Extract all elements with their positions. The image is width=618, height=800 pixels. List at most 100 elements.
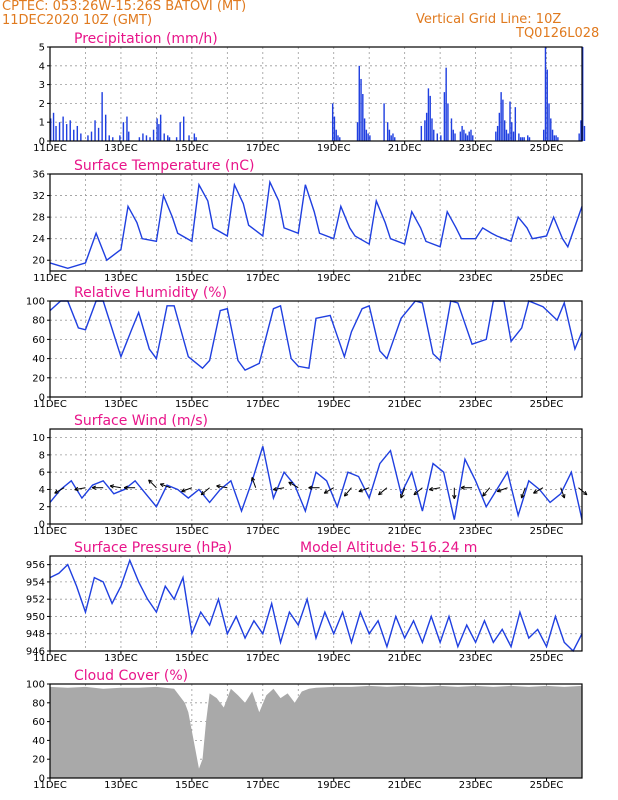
wind-arrow [429,486,441,492]
x-tick-label: 21DEC [388,653,422,664]
wind-arrow [272,486,285,492]
y-tick-label: 60 [32,717,45,728]
wind-arrow [496,487,508,493]
y-tick-label: 32 [32,191,45,202]
x-tick-label: 21DEC [388,399,422,410]
panel-3: 0 2 4 6 8 10 11DEC 13DEC 15DEC 17DEC 19DEC 21DEC 23D… [32,413,588,537]
x-tick-label: 25DEC [530,780,564,791]
precip-bar [386,122,389,141]
precip-bar [55,125,57,141]
precip-bar [193,133,196,141]
precip-bar [472,135,474,141]
precip-bar [339,137,341,141]
panel-title: Surface Pressure (hPa) [74,540,232,556]
precip-bar [128,131,130,141]
precip-bar [149,137,151,141]
precip-bar [447,103,449,141]
y-tick-label: 0 [39,774,45,785]
y-tick-label: 20 [32,373,45,384]
panel-frame [49,173,583,272]
precip-bar [512,131,515,141]
precip-bar [461,125,463,141]
x-tick-label: 21DEC [388,526,422,537]
precip-bar [142,133,144,141]
y-tick-label: 36 [32,170,45,181]
y-tick-label: 20 [32,755,45,766]
wind-arrow [123,485,136,490]
panel-0: 0 1 2 3 4 5 11DEC 13DEC 15DEC 17DEC 19DEC 21DEC 23DE… [33,31,586,154]
precip-bar [168,137,171,141]
header-vertical-grid: Vertical Grid Line: 10Z [416,12,562,27]
x-tick-label: 21DEC [388,273,422,284]
precip-bar [514,107,517,141]
x-tick-label: 15DEC [175,143,209,154]
precip-bar [333,116,336,141]
wind-arrow [520,487,526,499]
precip-bar [509,101,511,141]
precip-bar [158,124,160,141]
precip-bar [76,125,79,141]
x-tick-label: 11DEC [33,780,67,791]
precip-bar [90,131,93,141]
y-tick-label: 946 [26,647,45,658]
precip-bar [511,122,513,141]
wind-arrow [54,487,65,494]
series-line [49,179,583,270]
precip-bar [188,135,190,141]
precip-bar [450,118,453,141]
precip-bar [445,67,447,141]
precip-bar [159,114,162,141]
wind-arrow [343,487,352,497]
precip-bar [583,125,586,141]
wind-arrow [578,487,588,496]
y-tick-label: 2 [39,502,45,513]
wind-arrow [560,487,566,499]
precip-bar [369,135,371,141]
x-tick-label: 19DEC [317,780,351,791]
precip-bar [542,129,545,141]
precip-bar [101,92,103,141]
y-tick-label: 100 [26,297,45,308]
y-tick-label: 948 [26,629,45,640]
x-tick-label: 17DEC [246,780,280,791]
precip-bar [546,69,548,141]
precip-bar [578,133,580,141]
x-tick-label: 19DEC [317,526,351,537]
precip-bar [555,135,557,141]
precip-bar [454,133,456,141]
precip-bar [582,47,584,141]
y-tick-label: 5 [39,43,45,54]
y-tick-label: 100 [26,680,45,691]
precip-bar [424,120,426,141]
y-tick-label: 954 [26,577,45,588]
precip-bar [362,94,364,141]
x-tick-label: 15DEC [175,653,209,664]
x-tick-label: 23DEC [459,780,493,791]
precip-bar [496,125,499,141]
precip-bar [420,125,423,141]
precip-bar [580,120,582,141]
precip-bar [498,112,501,141]
x-tick-label: 13DEC [104,399,138,410]
precip-bar [503,120,506,141]
wind-arrow [74,486,86,492]
x-tick-label: 17DEC [246,273,280,284]
x-tick-label: 23DEC [459,143,493,154]
x-tick-label: 21DEC [388,143,422,154]
x-tick-label: 23DEC [459,399,493,410]
x-tick-label: 21DEC [388,780,422,791]
precip-bar [464,133,467,141]
x-tick-label: 13DEC [104,653,138,664]
precip-bar [521,137,524,141]
wind-arrow [200,487,210,496]
wind-arrow [400,487,406,499]
precip-bar [550,118,552,141]
y-tick-label: 8 [39,450,45,461]
precip-bar [87,135,89,141]
y-tick-label: 20 [32,256,45,267]
x-tick-label: 25DEC [530,273,564,284]
panel-frame [49,683,583,779]
panel-frame [49,555,583,652]
x-tick-label: 11DEC [33,273,67,284]
